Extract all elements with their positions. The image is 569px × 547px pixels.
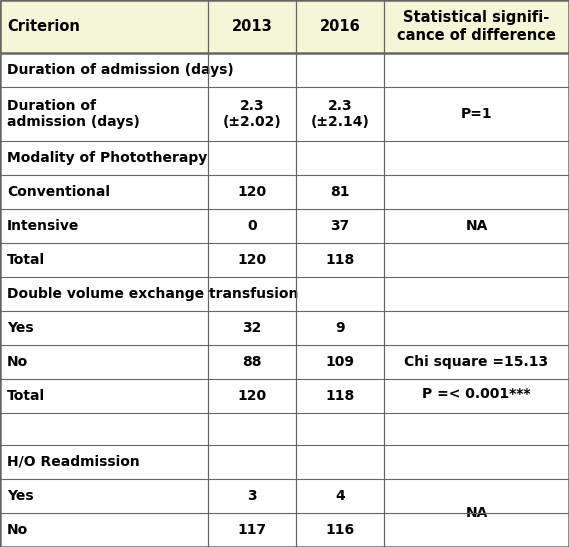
- Text: 0: 0: [247, 219, 257, 232]
- Bar: [0, 209, 569, 243]
- Bar: [0, 379, 569, 413]
- Text: 37: 37: [331, 219, 349, 232]
- Text: Yes: Yes: [7, 321, 34, 335]
- Bar: [0, 87, 569, 141]
- Text: Criterion: Criterion: [7, 19, 80, 34]
- Text: Modality of Phototherapy: Modality of Phototherapy: [7, 150, 207, 165]
- Text: Total: Total: [7, 389, 45, 403]
- Bar: [0, 479, 569, 513]
- Bar: [0, 174, 569, 209]
- Text: 2.3
(±2.14): 2.3 (±2.14): [311, 98, 369, 129]
- Bar: [0, 141, 569, 174]
- Text: 2.3
(±2.02): 2.3 (±2.02): [222, 98, 281, 129]
- Text: NA: NA: [465, 506, 488, 520]
- Text: Conventional: Conventional: [7, 185, 110, 199]
- Text: Duration of admission (days): Duration of admission (days): [7, 63, 234, 77]
- Bar: [0, 311, 569, 345]
- Text: 120: 120: [237, 389, 266, 403]
- Text: 118: 118: [325, 253, 354, 267]
- Bar: [0, 0, 569, 53]
- Text: 4: 4: [335, 489, 345, 503]
- Text: No: No: [7, 355, 28, 369]
- Text: 117: 117: [237, 523, 266, 537]
- Bar: [0, 243, 569, 277]
- Bar: [0, 345, 569, 379]
- Text: 9: 9: [335, 321, 345, 335]
- Bar: [0, 277, 569, 311]
- Text: Total: Total: [7, 253, 45, 267]
- Bar: [0, 53, 569, 87]
- Bar: [0, 513, 569, 547]
- Text: Duration of
admission (days): Duration of admission (days): [7, 98, 140, 129]
- Text: 118: 118: [325, 389, 354, 403]
- Text: Double volume exchange transfusion: Double volume exchange transfusion: [7, 287, 298, 301]
- Bar: [0, 413, 569, 445]
- Text: 3: 3: [247, 489, 257, 503]
- Text: 116: 116: [325, 523, 354, 537]
- Text: 120: 120: [237, 185, 266, 199]
- Text: 120: 120: [237, 253, 266, 267]
- Text: 109: 109: [325, 355, 354, 369]
- Text: P=1: P=1: [461, 107, 492, 121]
- Text: Intensive: Intensive: [7, 219, 79, 232]
- Text: Chi square =15.13

P =< 0.001***: Chi square =15.13 P =< 0.001***: [405, 354, 549, 401]
- Text: Yes: Yes: [7, 489, 34, 503]
- Text: NA: NA: [465, 219, 488, 232]
- Text: No: No: [7, 523, 28, 537]
- Text: 81: 81: [330, 185, 350, 199]
- Text: 88: 88: [242, 355, 262, 369]
- Bar: [0, 445, 569, 479]
- Text: 2016: 2016: [320, 19, 360, 34]
- Text: 2013: 2013: [232, 19, 272, 34]
- Text: 32: 32: [242, 321, 262, 335]
- Text: Statistical signifi-
cance of difference: Statistical signifi- cance of difference: [397, 10, 556, 43]
- Text: H/O Readmission: H/O Readmission: [7, 455, 139, 469]
